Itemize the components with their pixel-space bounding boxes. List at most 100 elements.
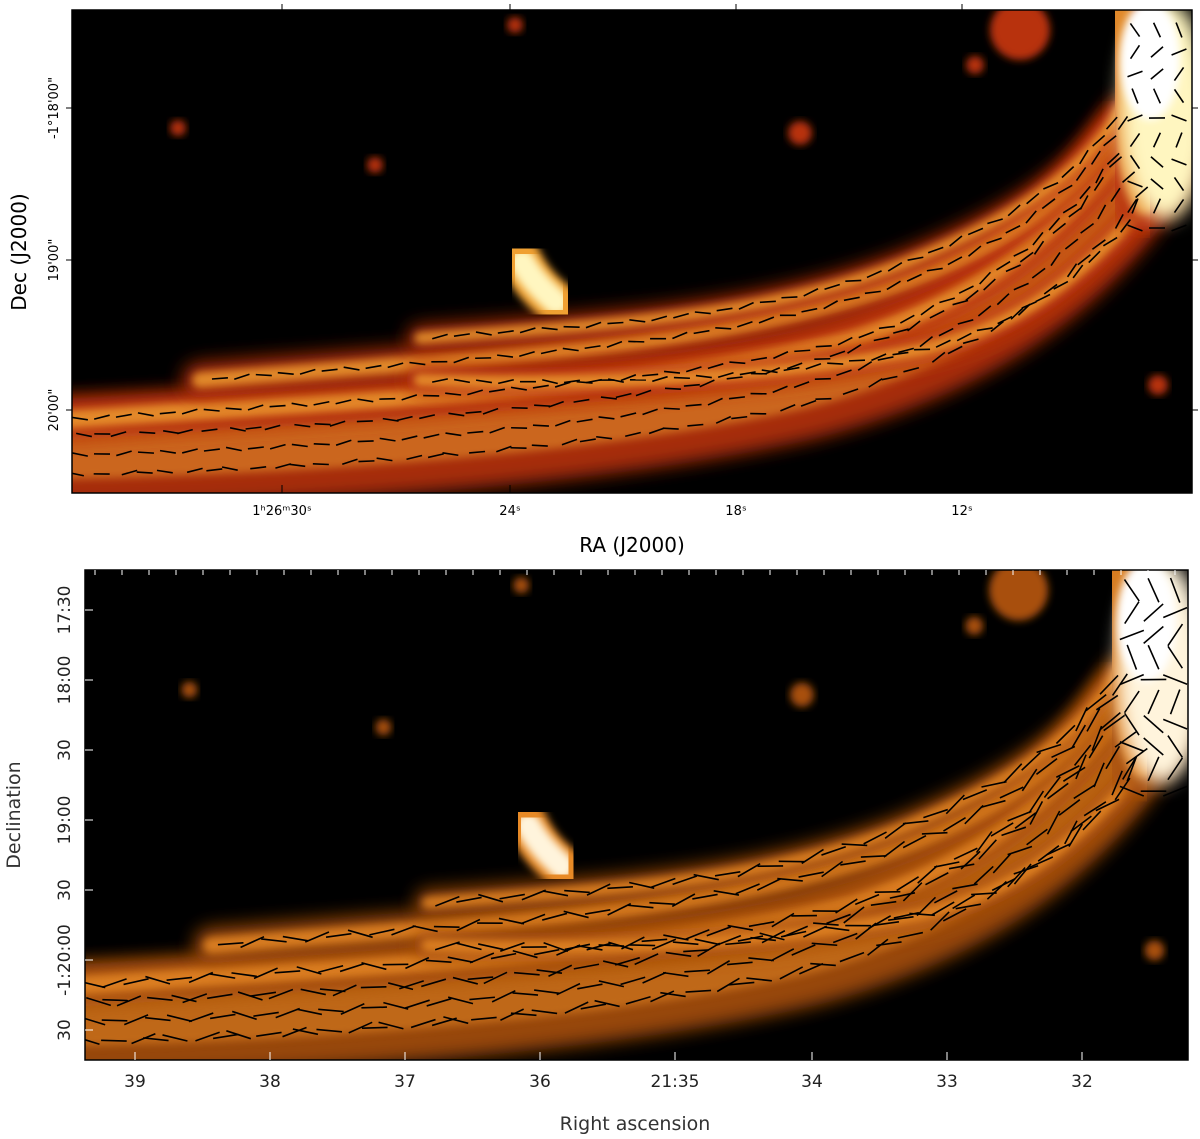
- polarization-vector: [275, 463, 292, 469]
- polarization-vector: [585, 378, 602, 384]
- polarization-vector: [226, 1030, 252, 1040]
- polarization-vector: [1102, 236, 1118, 247]
- polarization-vector: [1013, 282, 1029, 291]
- polarization-vector: [867, 938, 889, 956]
- polarization-vector: [1120, 218, 1132, 233]
- polarization-vector: [780, 403, 796, 412]
- polarization-vector: [884, 822, 907, 839]
- polarization-vector: [968, 245, 982, 257]
- bright-core: [1117, 570, 1177, 682]
- x-tick-label: 18ˢ: [725, 504, 747, 519]
- y-tick-label: 18:00: [55, 656, 75, 705]
- polarization-vector: [453, 378, 471, 384]
- polarization-vector: [770, 948, 795, 962]
- polarization-vector: [1103, 714, 1126, 732]
- polarization-vector: [304, 931, 330, 943]
- polarization-vector: [1127, 198, 1138, 213]
- polarization-vector: [512, 949, 538, 959]
- polarization-vector: [361, 962, 387, 971]
- polarization-vector: [325, 932, 352, 938]
- polarization-vector: [786, 362, 803, 370]
- polarization-vector: [893, 328, 909, 334]
- polarization-vector: [520, 913, 546, 925]
- polarization-vector: [642, 408, 658, 416]
- polarization-vector: [1150, 46, 1164, 58]
- polarization-vector: [221, 466, 238, 471]
- polarization-vector: [694, 311, 711, 315]
- polarization-vector: [625, 431, 641, 438]
- polarization-vector: [72, 472, 84, 477]
- polarization-vector: [991, 878, 1016, 892]
- polarization-vector: [777, 877, 803, 882]
- polarization-vector: [685, 989, 712, 993]
- polarization-vector: [714, 871, 741, 877]
- polarization-vector: [499, 893, 525, 900]
- polarization-vector: [964, 804, 984, 825]
- polarization-vector: [471, 1016, 497, 1021]
- polarization-vector: [845, 279, 862, 282]
- polarization-vector: [203, 408, 220, 412]
- polarization-vector: [231, 1010, 257, 1021]
- polarization-vector: [693, 873, 719, 881]
- polarization-vector: [1013, 863, 1032, 885]
- polarization-vector: [404, 999, 430, 1009]
- polarization-vector: [1129, 44, 1141, 60]
- polarization-vector: [902, 882, 923, 902]
- polarization-vector: [960, 850, 981, 870]
- polarization-vector: [253, 1011, 279, 1017]
- polarization-vector: [990, 822, 1014, 837]
- polarization-vector: [1035, 293, 1051, 303]
- x-tick-label: 12ˢ: [951, 504, 973, 519]
- polarization-vector: [101, 1019, 128, 1022]
- polarization-vector: [247, 404, 264, 411]
- polarization-vector: [225, 407, 242, 411]
- polarization-vector: [467, 389, 483, 396]
- polarization-vector: [1010, 307, 1024, 320]
- polarization-vector: [291, 402, 308, 407]
- polarization-vector: [512, 992, 539, 996]
- polarization-vector: [923, 808, 949, 819]
- polarization-vector: [456, 918, 481, 932]
- polarization-vector: [1100, 712, 1121, 730]
- polarization-vector: [801, 307, 818, 313]
- polarization-vector: [478, 893, 504, 903]
- polarization-vector: [758, 316, 775, 324]
- polarization-vector: [211, 377, 228, 380]
- polarization-vector: [586, 883, 611, 896]
- polarization-vector: [751, 356, 768, 362]
- polarization-vector: [973, 865, 994, 885]
- polarization-vector: [955, 903, 982, 910]
- polarization-vector: [629, 944, 656, 947]
- polarization-vector: [672, 875, 698, 886]
- polarization-vector: [1147, 577, 1160, 603]
- polarization-vector: [347, 929, 373, 939]
- polarization-vector: [409, 361, 426, 366]
- polarization-vector: [563, 910, 589, 919]
- polarization-vector: [580, 1003, 607, 1010]
- polarization-vector: [996, 260, 1011, 271]
- polarization-vector: [467, 976, 494, 981]
- polarization-vector: [650, 877, 676, 889]
- polarization-vector: [715, 327, 732, 330]
- polarization-vector: [826, 913, 851, 925]
- polarization-vector: [1129, 132, 1141, 148]
- polarization-vector: [791, 944, 816, 956]
- polarization-vector: [1171, 48, 1187, 56]
- polarization-vector: [1167, 623, 1184, 647]
- polarization-vector: [469, 450, 486, 454]
- polarization-vector: [110, 431, 127, 438]
- polarization-vector: [1171, 114, 1187, 122]
- polarization-vector: [983, 278, 996, 291]
- polarization-vector: [274, 970, 301, 974]
- polarization-vector: [716, 307, 733, 312]
- polarization-vector: [376, 457, 393, 462]
- polarization-vector: [896, 876, 919, 892]
- top-frame: [71, 9, 1193, 494]
- polarization-vector: [783, 366, 800, 372]
- polarization-vector: [1131, 88, 1139, 104]
- polarization-vector: [685, 929, 710, 940]
- polarization-vector: [842, 388, 859, 396]
- polarization-vector: [1175, 132, 1183, 148]
- polarization-vector: [728, 396, 745, 400]
- polarization-vector: [356, 420, 373, 423]
